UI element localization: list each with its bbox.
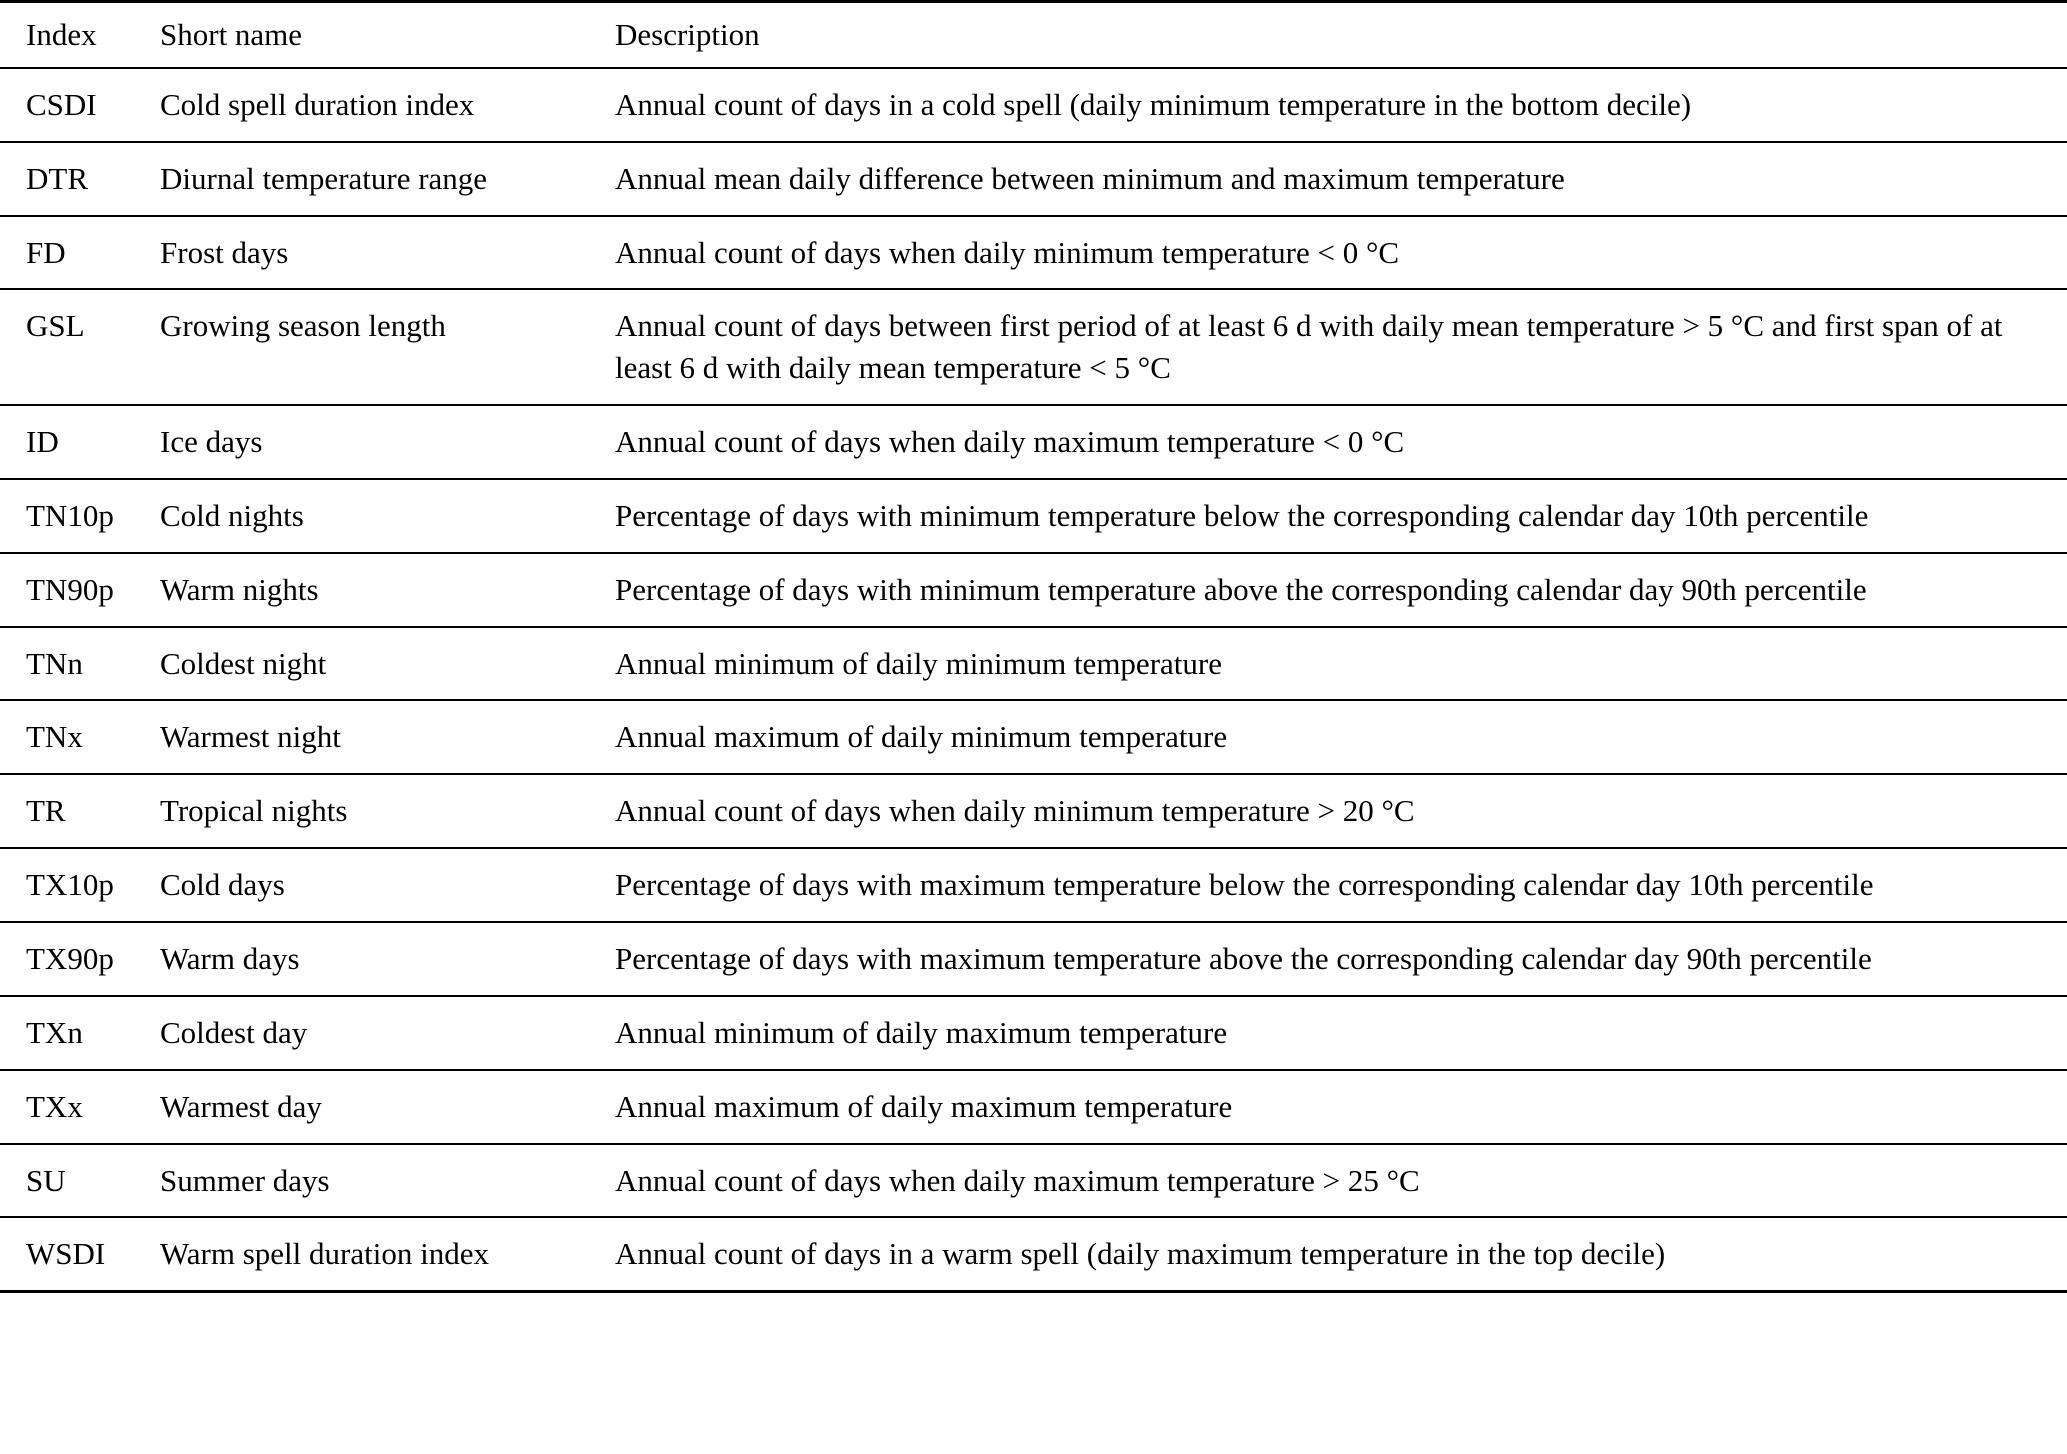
cell-index: TX10p: [0, 848, 160, 923]
cell-short-name: Warmest night: [160, 700, 615, 776]
header-index: Index: [0, 1, 160, 69]
cell-description: Percentage of days with maximum temperat…: [615, 848, 2067, 923]
cell-short-name: Growing season length: [160, 289, 615, 407]
cell-index: SU: [0, 1143, 160, 1219]
table-row: TXx Warmest day Annual maximum of daily …: [0, 1069, 2067, 1145]
cell-description: Annual minimum of daily minimum temperat…: [615, 626, 2067, 702]
table-header: Index Short name Description: [0, 1, 2067, 69]
table-row: TN90p Warm nights Percentage of days wit…: [0, 552, 2067, 628]
cell-description: Annual maximum of daily minimum temperat…: [615, 700, 2067, 776]
table-row: TNx Warmest night Annual maximum of dail…: [0, 700, 2067, 776]
table-row: WSDI Warm spell duration index Annual co…: [0, 1217, 2067, 1291]
cell-description: Percentage of days with maximum temperat…: [615, 921, 2067, 997]
cell-description: Annual mean daily difference between min…: [615, 141, 2067, 217]
cell-index: GSL: [0, 289, 160, 407]
cell-description: Annual count of days when daily minimum …: [615, 774, 2067, 850]
cell-short-name: Tropical nights: [160, 774, 615, 850]
cell-short-name: Summer days: [160, 1143, 615, 1219]
cell-short-name: Ice days: [160, 405, 615, 480]
cell-description: Annual count of days between first perio…: [615, 289, 2067, 407]
table-row: FD Frost days Annual count of days when …: [0, 215, 2067, 291]
table-row: GSL Growing season length Annual count o…: [0, 289, 2067, 407]
header-row: Index Short name Description: [0, 1, 2067, 69]
cell-index: FD: [0, 215, 160, 291]
header-description: Description: [615, 1, 2067, 69]
cell-index: TXx: [0, 1069, 160, 1145]
table-row: CSDI Cold spell duration index Annual co…: [0, 67, 2067, 143]
cell-short-name: Warm nights: [160, 552, 615, 628]
cell-short-name: Coldest night: [160, 626, 615, 702]
cell-short-name: Warm spell duration index: [160, 1236, 489, 1272]
cell-description: Annual count of days when daily maximum …: [615, 405, 2067, 480]
table-row: TR Tropical nights Annual count of days …: [0, 774, 2067, 850]
cell-description: Percentage of days with minimum temperat…: [615, 478, 2067, 554]
cell-short-name: Warm days: [160, 921, 615, 997]
cell-index: WSDI: [26, 1236, 106, 1272]
cell-index: DTR: [0, 141, 160, 217]
cell-description: Annual minimum of daily maximum temperat…: [615, 995, 2067, 1071]
cell-index: TN90p: [0, 552, 160, 628]
cell-description: Annual count of days when daily maximum …: [615, 1143, 2067, 1219]
cell-description: Annual count of days when daily minimum …: [615, 215, 2067, 291]
cell-short-name: Diurnal temperature range: [160, 141, 615, 217]
table-row: TN10p Cold nights Percentage of days wit…: [0, 478, 2067, 554]
cell-index: TX90p: [0, 921, 160, 997]
table-row: ID Ice days Annual count of days when da…: [0, 405, 2067, 480]
table-row: TXn Coldest day Annual minimum of daily …: [0, 995, 2067, 1071]
cell-index: TR: [0, 774, 160, 850]
cell-description: Annual count of days in a cold spell (da…: [615, 67, 2067, 143]
cell-index: ID: [0, 405, 160, 480]
cell-index: TXn: [0, 995, 160, 1071]
cell-short-name: Cold spell duration index: [160, 67, 615, 143]
table-row: SU Summer days Annual count of days when…: [0, 1143, 2067, 1219]
cell-index: TNx: [0, 700, 160, 776]
table-row: TNn Coldest night Annual minimum of dail…: [0, 626, 2067, 702]
cell-short-name: Cold days: [160, 848, 615, 923]
cell-index: TN10p: [0, 478, 160, 554]
cell-short-name: Warmest day: [160, 1069, 615, 1145]
table-body: CSDI Cold spell duration index Annual co…: [0, 67, 2067, 1292]
table-row: DTR Diurnal temperature range Annual mea…: [0, 141, 2067, 217]
cell-description: Percentage of days with minimum temperat…: [615, 552, 2067, 628]
cell-short-name: Coldest day: [160, 995, 615, 1071]
cell-index: TNn: [0, 626, 160, 702]
cell-description: Annual count of days in a warm spell (da…: [615, 1236, 1666, 1272]
table-row: TX90p Warm days Percentage of days with …: [0, 921, 2067, 997]
cell-short-name: Cold nights: [160, 478, 615, 554]
cell-description: Annual maximum of daily maximum temperat…: [615, 1069, 2067, 1145]
climate-indices-table-container: Index Short name Description CSDI Cold s…: [0, 0, 2067, 1294]
climate-indices-table: Index Short name Description CSDI Cold s…: [0, 0, 2067, 1294]
header-short-name: Short name: [160, 1, 615, 69]
table-row: TX10p Cold days Percentage of days with …: [0, 848, 2067, 923]
cell-index: CSDI: [0, 67, 160, 143]
cell-short-name: Frost days: [160, 215, 615, 291]
